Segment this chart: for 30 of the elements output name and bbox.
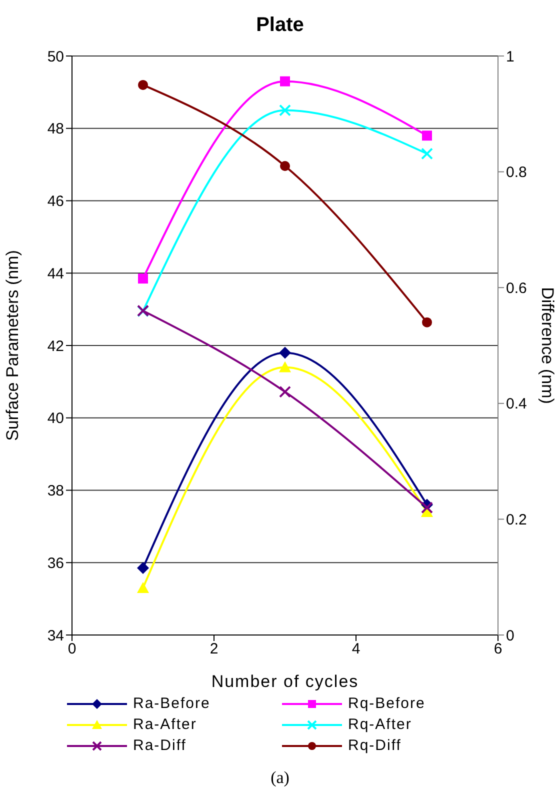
y2-tick-label: 0 — [506, 627, 514, 644]
y-tick-label: 34 — [47, 627, 64, 644]
legend-label: Ra-Before — [133, 695, 210, 712]
x-tick-label: 4 — [352, 640, 360, 658]
chart-title: Plate — [255, 14, 305, 38]
x-tick-label: 0 — [68, 640, 76, 658]
y2-tick-label: 1 — [506, 48, 514, 66]
y-tick-label: 50 — [47, 48, 64, 66]
y-axis-title: Surface Parameters (nm) — [3, 250, 22, 441]
y-tick-label: 38 — [47, 482, 64, 500]
legend-label: Rq-After — [348, 716, 412, 733]
legend-label: Rq-Before — [348, 695, 426, 712]
y-tick-label: 42 — [47, 338, 64, 355]
text: (a) — [270, 768, 290, 788]
y2-tick-label: 0.4 — [506, 396, 527, 413]
y2-tick-label: 0.8 — [506, 164, 527, 182]
y-tick-label: 46 — [47, 193, 64, 210]
y2-tick-label: 0.6 — [506, 280, 527, 297]
y2-axis-title: Difference (nm) — [538, 287, 557, 404]
legend-label: Ra-After — [133, 716, 197, 733]
y-tick-label: 36 — [47, 554, 64, 572]
y-tick-label: 40 — [47, 410, 64, 428]
x-axis-title: Number of cycles — [211, 672, 359, 691]
y-tick-label: 44 — [47, 265, 64, 282]
y-tick-label: 48 — [47, 120, 64, 138]
legend-label: Ra-Diff — [133, 737, 186, 754]
y2-tick-label: 0.2 — [506, 512, 527, 529]
x-tick-label: 2 — [210, 640, 218, 658]
legend-label: Rq-Diff — [348, 737, 402, 754]
x-tick-label: 6 — [494, 640, 502, 658]
